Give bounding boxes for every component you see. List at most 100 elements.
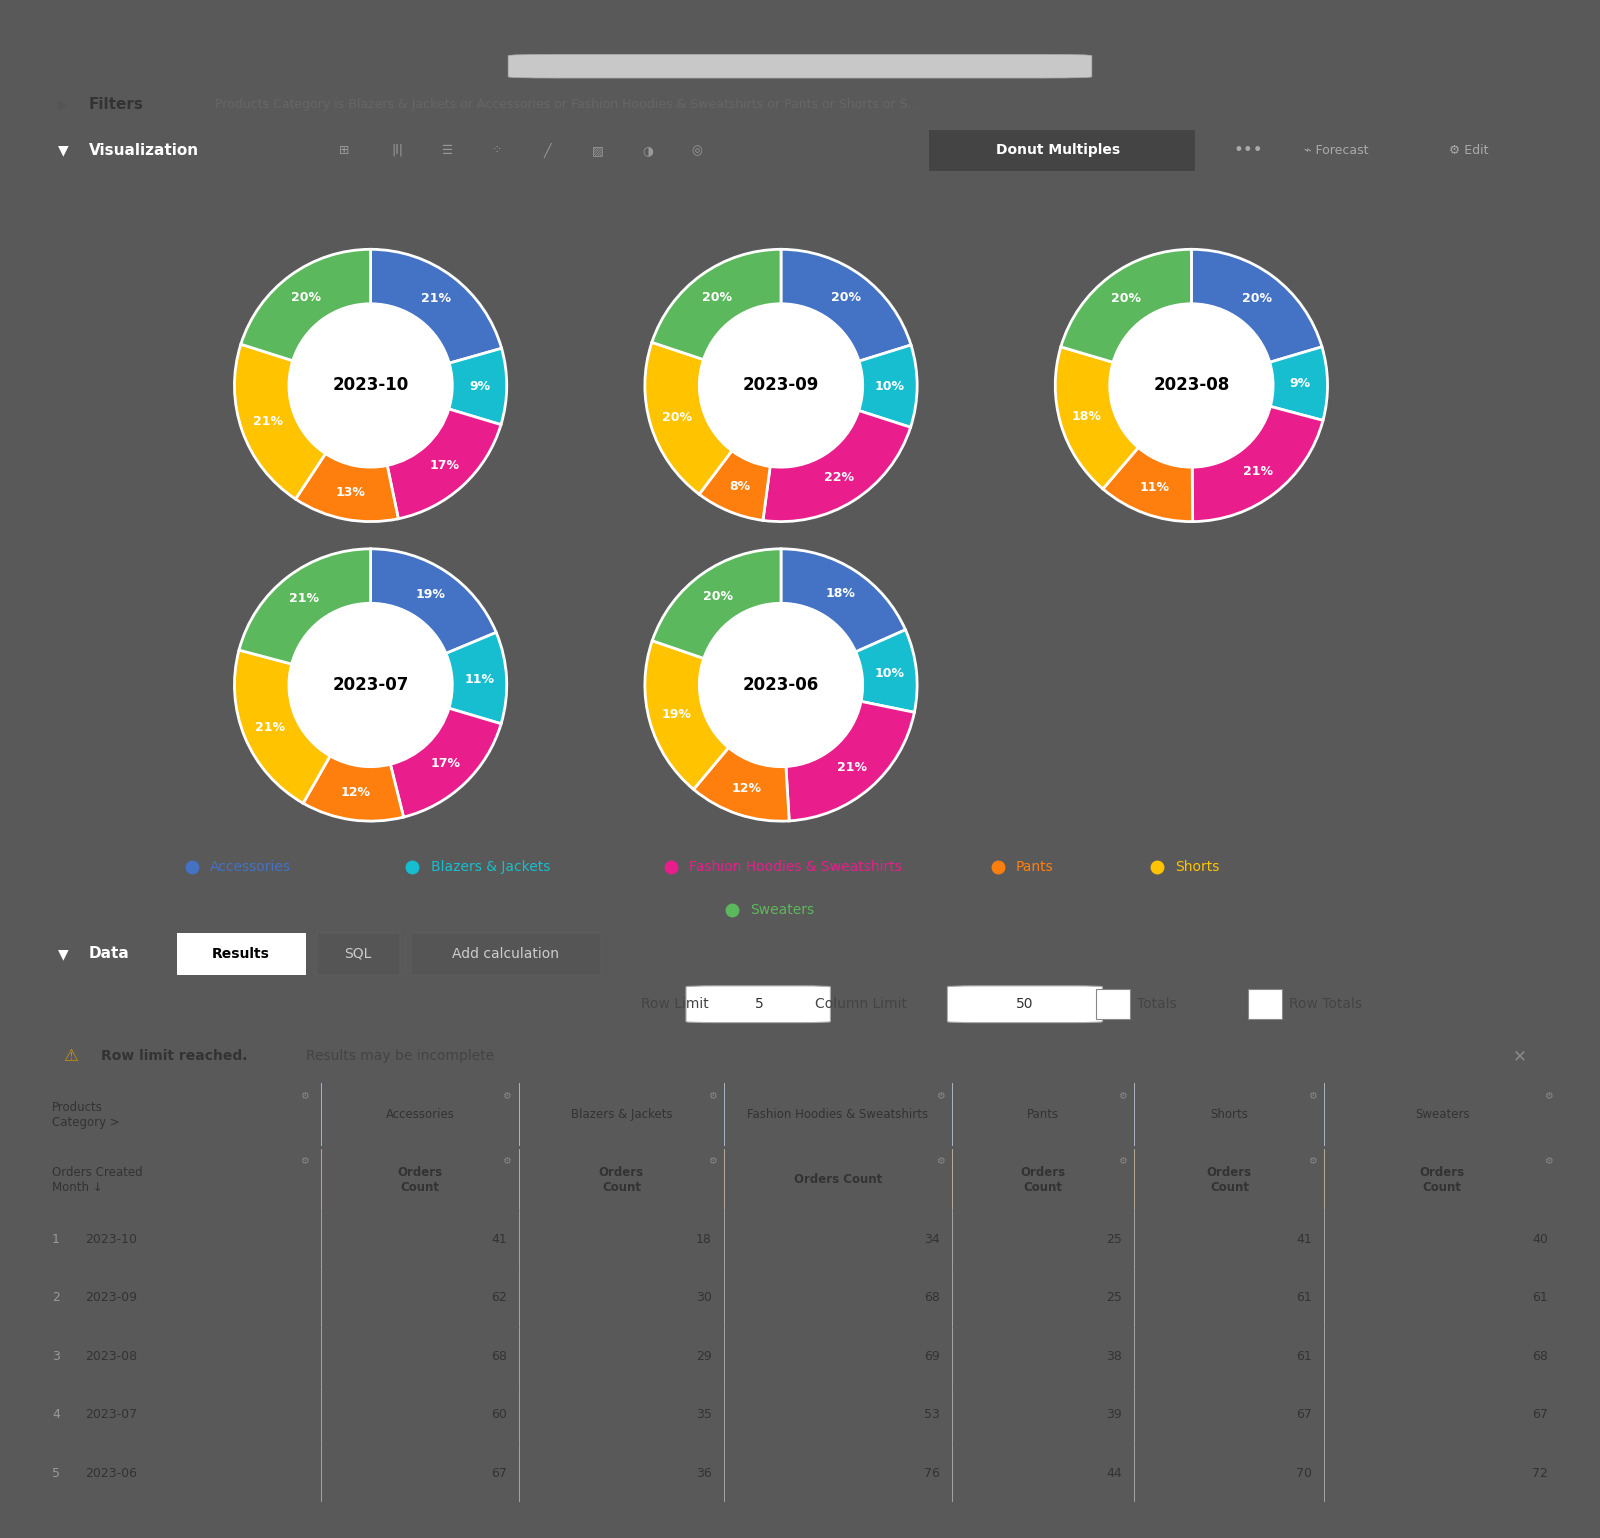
Wedge shape (238, 549, 371, 664)
Text: Row Limit: Row Limit (642, 997, 709, 1012)
Text: 17%: 17% (429, 460, 459, 472)
Text: ⌁ Forecast: ⌁ Forecast (1304, 143, 1370, 157)
Wedge shape (645, 641, 728, 789)
Text: 41: 41 (1296, 1233, 1312, 1246)
Text: ◎: ◎ (691, 143, 702, 157)
Text: ⊞: ⊞ (339, 143, 349, 157)
Text: 13%: 13% (334, 486, 365, 498)
Text: Orders
Count: Orders Count (397, 1166, 443, 1193)
Text: ⚙: ⚙ (1544, 1157, 1552, 1166)
Text: 61: 61 (1296, 1350, 1312, 1363)
Text: 2023-09: 2023-09 (742, 377, 819, 394)
Text: 21%: 21% (290, 592, 318, 604)
Text: Shorts: Shorts (1211, 1107, 1248, 1121)
Text: Results: Results (211, 947, 269, 961)
Text: 67: 67 (1296, 1409, 1312, 1421)
Wedge shape (390, 707, 501, 817)
Text: 69: 69 (925, 1350, 939, 1363)
Text: 21%: 21% (421, 292, 451, 305)
Text: ⚙: ⚙ (1118, 1157, 1126, 1166)
Text: 25: 25 (1106, 1292, 1122, 1304)
Text: 2023-08: 2023-08 (86, 1350, 138, 1363)
Text: 18%: 18% (826, 588, 856, 600)
Text: 61: 61 (1533, 1292, 1547, 1304)
Text: Pants: Pants (1016, 860, 1053, 874)
Wedge shape (371, 549, 496, 654)
Text: 10%: 10% (875, 380, 906, 392)
Text: Shorts: Shorts (1176, 860, 1219, 874)
Text: 44: 44 (1107, 1467, 1122, 1480)
Text: 20%: 20% (1112, 292, 1141, 305)
Circle shape (699, 603, 862, 766)
Wedge shape (856, 629, 917, 712)
Text: Filters: Filters (88, 97, 144, 112)
Wedge shape (651, 249, 781, 360)
Text: Fashion Hoodies & Sweatshirts: Fashion Hoodies & Sweatshirts (690, 860, 902, 874)
Wedge shape (781, 549, 906, 652)
Text: 61: 61 (1296, 1292, 1312, 1304)
Text: 67: 67 (491, 1467, 507, 1480)
Wedge shape (1102, 448, 1192, 521)
Text: Results may be incomplete: Results may be incomplete (306, 1049, 494, 1063)
Wedge shape (446, 632, 507, 724)
Wedge shape (1061, 249, 1192, 363)
Text: ⚠: ⚠ (62, 1047, 78, 1066)
Text: 10%: 10% (874, 667, 904, 680)
Text: 9%: 9% (1290, 377, 1310, 391)
Wedge shape (699, 451, 770, 520)
Text: 11%: 11% (1139, 481, 1170, 494)
Text: 67: 67 (1531, 1409, 1547, 1421)
Text: ⚙: ⚙ (1309, 1090, 1317, 1101)
Text: Orders
Count: Orders Count (598, 1166, 643, 1193)
Wedge shape (235, 345, 325, 498)
Text: 21%: 21% (1243, 464, 1274, 478)
Text: 34: 34 (925, 1233, 939, 1246)
Text: Data: Data (88, 946, 130, 961)
Text: ⚙: ⚙ (301, 1090, 309, 1101)
Text: 29: 29 (696, 1350, 712, 1363)
Text: Visualization: Visualization (88, 143, 198, 158)
Wedge shape (786, 701, 914, 821)
Text: Sweaters: Sweaters (1414, 1107, 1469, 1121)
Text: 68: 68 (1531, 1350, 1547, 1363)
Text: 30: 30 (696, 1292, 712, 1304)
Wedge shape (387, 409, 501, 518)
Text: ⚙: ⚙ (707, 1157, 717, 1166)
Text: 9%: 9% (469, 380, 490, 392)
Circle shape (290, 305, 453, 468)
Wedge shape (693, 747, 789, 821)
Text: Blazers & Jackets: Blazers & Jackets (571, 1107, 672, 1121)
Text: Column Limit: Column Limit (816, 997, 907, 1012)
Text: Blazers & Jackets: Blazers & Jackets (430, 860, 550, 874)
Text: 20%: 20% (702, 291, 733, 303)
Text: 21%: 21% (253, 415, 283, 428)
Text: 2023-06: 2023-06 (742, 677, 819, 694)
Wedge shape (235, 651, 330, 803)
Text: ╱: ╱ (544, 143, 552, 158)
Wedge shape (763, 411, 910, 521)
Text: 68: 68 (923, 1292, 939, 1304)
Text: ⚙ Edit: ⚙ Edit (1450, 143, 1488, 157)
Wedge shape (296, 454, 398, 521)
Circle shape (290, 603, 453, 766)
Wedge shape (371, 249, 501, 363)
Bar (1096, 989, 1130, 1020)
FancyBboxPatch shape (947, 986, 1102, 1023)
Wedge shape (1192, 406, 1323, 521)
Text: 19%: 19% (416, 588, 446, 601)
Text: Pants: Pants (1027, 1107, 1059, 1121)
Text: 19%: 19% (661, 707, 691, 721)
Wedge shape (242, 249, 371, 361)
Text: SQL: SQL (344, 947, 371, 961)
Text: 20%: 20% (830, 291, 861, 305)
Text: 1: 1 (53, 1233, 61, 1246)
Wedge shape (1270, 348, 1328, 420)
Text: 8%: 8% (730, 480, 750, 492)
Text: 72: 72 (1531, 1467, 1547, 1480)
Text: 21%: 21% (254, 720, 285, 734)
Text: 20%: 20% (1242, 292, 1272, 305)
Text: 17%: 17% (430, 757, 461, 771)
Text: Products Category is Blazers & Jackets or Accessories or Fashion Hoodies & Sweat: Products Category is Blazers & Jackets o… (214, 98, 920, 111)
Wedge shape (302, 757, 403, 821)
Text: Sweaters: Sweaters (750, 903, 814, 918)
